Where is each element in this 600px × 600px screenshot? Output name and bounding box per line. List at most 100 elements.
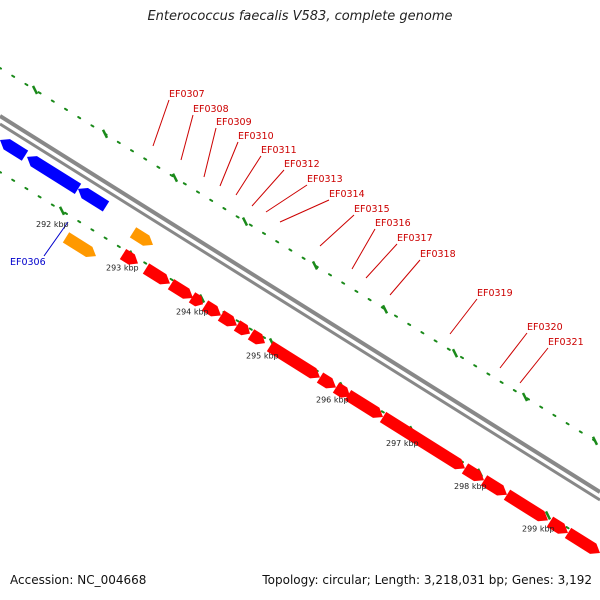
minor-tick: [169, 277, 174, 282]
minor-tick: [526, 397, 530, 401]
forward-gene-arrow: [344, 389, 383, 418]
minor-tick: [37, 91, 42, 95]
minor-tick: [565, 422, 570, 426]
gene-leader-line: [43, 221, 69, 257]
minor-tick: [460, 355, 464, 360]
reverse-gene-arrow: [0, 139, 29, 161]
backbone-gap-line: [0, 119, 600, 497]
minor-tick: [394, 314, 398, 318]
forward-gene-arrow: [546, 516, 568, 534]
minor-tick: [407, 322, 412, 327]
gene-label: EF0313: [307, 174, 343, 185]
minor-tick: [301, 256, 306, 260]
gene-label: EF0316: [375, 218, 411, 229]
gene-features: [0, 139, 600, 554]
ruler-tick-label: 294 kbp: [176, 308, 209, 317]
label-leader-lines: [43, 99, 549, 384]
gene-label: EF0307: [169, 89, 205, 100]
gene-leader-line: [265, 184, 308, 213]
gene-label: EF0311: [261, 145, 297, 156]
gene-label: EF0318: [420, 249, 456, 260]
major-tick: [521, 392, 529, 402]
minor-tick: [248, 223, 253, 227]
major-tick: [31, 85, 39, 95]
forward-gene-arrow: [142, 263, 170, 285]
gene-leader-line: [219, 141, 239, 187]
minor-tick: [130, 149, 134, 153]
major-tick: [544, 510, 552, 520]
minor-tick: [328, 273, 332, 277]
minor-tick: [90, 228, 95, 232]
orange-feature: [129, 227, 153, 246]
gene-label: EF0306: [10, 257, 46, 268]
major-tick: [101, 129, 109, 139]
minor-tick: [552, 413, 557, 418]
outer-tick-ring: [0, 66, 599, 446]
gene-leader-line: [449, 298, 478, 335]
major-tick: [58, 206, 66, 216]
major-tick: [451, 348, 459, 358]
gene-label: EF0308: [193, 104, 229, 115]
ruler-tick-label: 295 kbp: [246, 351, 279, 360]
forward-gene-arrow: [217, 310, 237, 327]
gene-leader-line: [180, 114, 194, 161]
minor-tick: [169, 173, 174, 178]
gene-leader-line: [519, 347, 549, 384]
gene-leader-line: [235, 155, 262, 196]
ruler-tick-label: 299 kbp: [522, 524, 555, 533]
minor-tick: [50, 203, 55, 207]
minor-tick: [209, 198, 214, 202]
forward-gene-arrow: [247, 329, 265, 345]
minor-tick: [64, 107, 68, 111]
minor-tick: [367, 298, 372, 302]
minor-tick: [103, 236, 108, 240]
minor-tick: [473, 364, 478, 368]
gene-label: EF0310: [238, 131, 274, 142]
orange-feature: [62, 232, 96, 257]
gene-leader-line: [365, 243, 398, 279]
ruler-tick-label: 298 kbp: [454, 482, 487, 491]
minor-tick: [262, 231, 266, 236]
minor-tick: [90, 124, 95, 128]
minor-tick: [11, 74, 16, 78]
gene-label: EF0319: [477, 288, 513, 299]
minor-tick: [248, 327, 253, 331]
minor-tick: [116, 140, 121, 145]
ruler-labels: 292 kbp 293 kbp 294 kbp 295 kbp 296 kbp 297 k…: [36, 220, 555, 534]
minor-tick: [143, 157, 148, 161]
major-tick: [311, 260, 319, 270]
gene-label: EF0315: [354, 204, 390, 215]
gene-label: EF0317: [397, 233, 433, 244]
forward-gene-arrow: [332, 382, 350, 398]
minor-tick: [0, 170, 2, 174]
gene-leader-line: [251, 169, 285, 207]
minor-tick: [11, 178, 16, 182]
genome-backbone: [0, 114, 600, 502]
minor-tick: [446, 347, 451, 351]
major-tick: [241, 216, 249, 227]
major-tick: [171, 173, 179, 183]
minor-tick: [116, 244, 121, 249]
minor-tick: [565, 526, 570, 530]
ruler-tick-label: 293 kbp: [106, 264, 139, 273]
minor-tick: [37, 195, 42, 199]
minor-tick: [222, 207, 227, 211]
reverse-gene-arrow: [27, 156, 82, 194]
major-tick: [591, 436, 599, 446]
ruler-tick-label: 292 kbp: [36, 220, 69, 229]
gene-leader-line: [351, 228, 376, 270]
forward-gene-arrow: [188, 292, 203, 307]
minor-tick: [77, 116, 82, 120]
genome-summary-text: Topology: circular; Length: 3,218,031 bp…: [262, 573, 592, 587]
forward-gene-arrow: [266, 341, 320, 379]
forward-gene-arrow: [564, 527, 600, 554]
minor-tick: [578, 430, 583, 434]
minor-tick: [156, 165, 161, 169]
minor-tick: [182, 182, 187, 186]
forward-gene-arrow: [167, 279, 193, 299]
minor-tick: [486, 372, 491, 376]
forward-gene-arrow: [201, 300, 221, 317]
gene-labels: EF0307 EF0308 EF0309 EF0310 EF0311 EF0312 EF03…: [10, 89, 584, 348]
minor-tick: [235, 215, 240, 219]
